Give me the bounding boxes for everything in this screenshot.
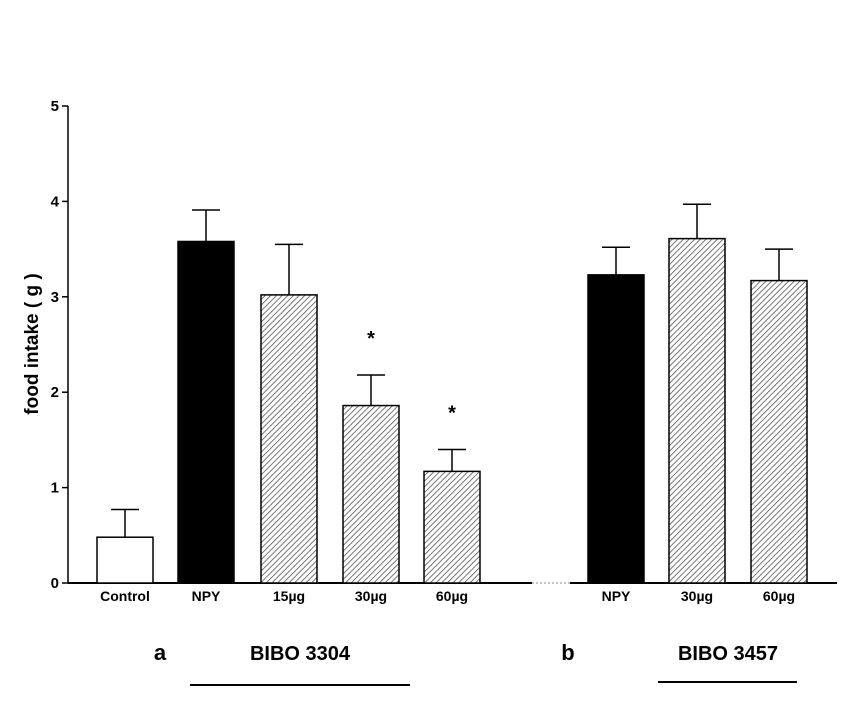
y-tick-label: 0 (51, 575, 59, 592)
category-labels: Control NPY 15µg 30µg 60µg NPY 30µg 60µg (100, 588, 795, 604)
bar-npy-5 (587, 246, 645, 584)
x-category-label: 60µg (436, 588, 468, 604)
bar-60g-7 (750, 248, 808, 584)
group-a-label: BIBO 3304 (250, 643, 351, 665)
group-a-letter: a (154, 640, 167, 665)
significance-asterisk: * (448, 402, 456, 424)
bars: ** (96, 203, 808, 584)
bar-30g-3: * (342, 328, 400, 584)
y-tick-label: 5 (51, 98, 59, 115)
bar-control-0 (96, 508, 154, 584)
x-category-label: NPY (602, 588, 631, 604)
significance-asterisk: * (367, 328, 375, 350)
x-category-label: 30µg (355, 588, 387, 604)
y-axis: 0 1 2 3 4 5 (51, 98, 69, 592)
x-category-label: 60µg (763, 588, 795, 604)
x-category-label: NPY (192, 588, 221, 604)
y-tick-label: 1 (51, 480, 59, 497)
y-tick-label: 4 (51, 193, 60, 210)
bar-15g-2 (260, 243, 318, 584)
group-b-label: BIBO 3457 (678, 643, 778, 665)
x-category-label: Control (100, 588, 150, 604)
bar-npy-1 (177, 209, 235, 584)
y-axis-label: food intake ( g ) (22, 273, 43, 414)
x-category-label: 15µg (273, 588, 305, 604)
bar-60g-4: * (423, 402, 481, 584)
group-b-letter: b (561, 640, 574, 665)
bar-30g-6 (668, 203, 726, 584)
y-tick-label: 2 (51, 384, 59, 401)
y-tick-label: 3 (51, 289, 59, 306)
x-category-label: 30µg (681, 588, 713, 604)
